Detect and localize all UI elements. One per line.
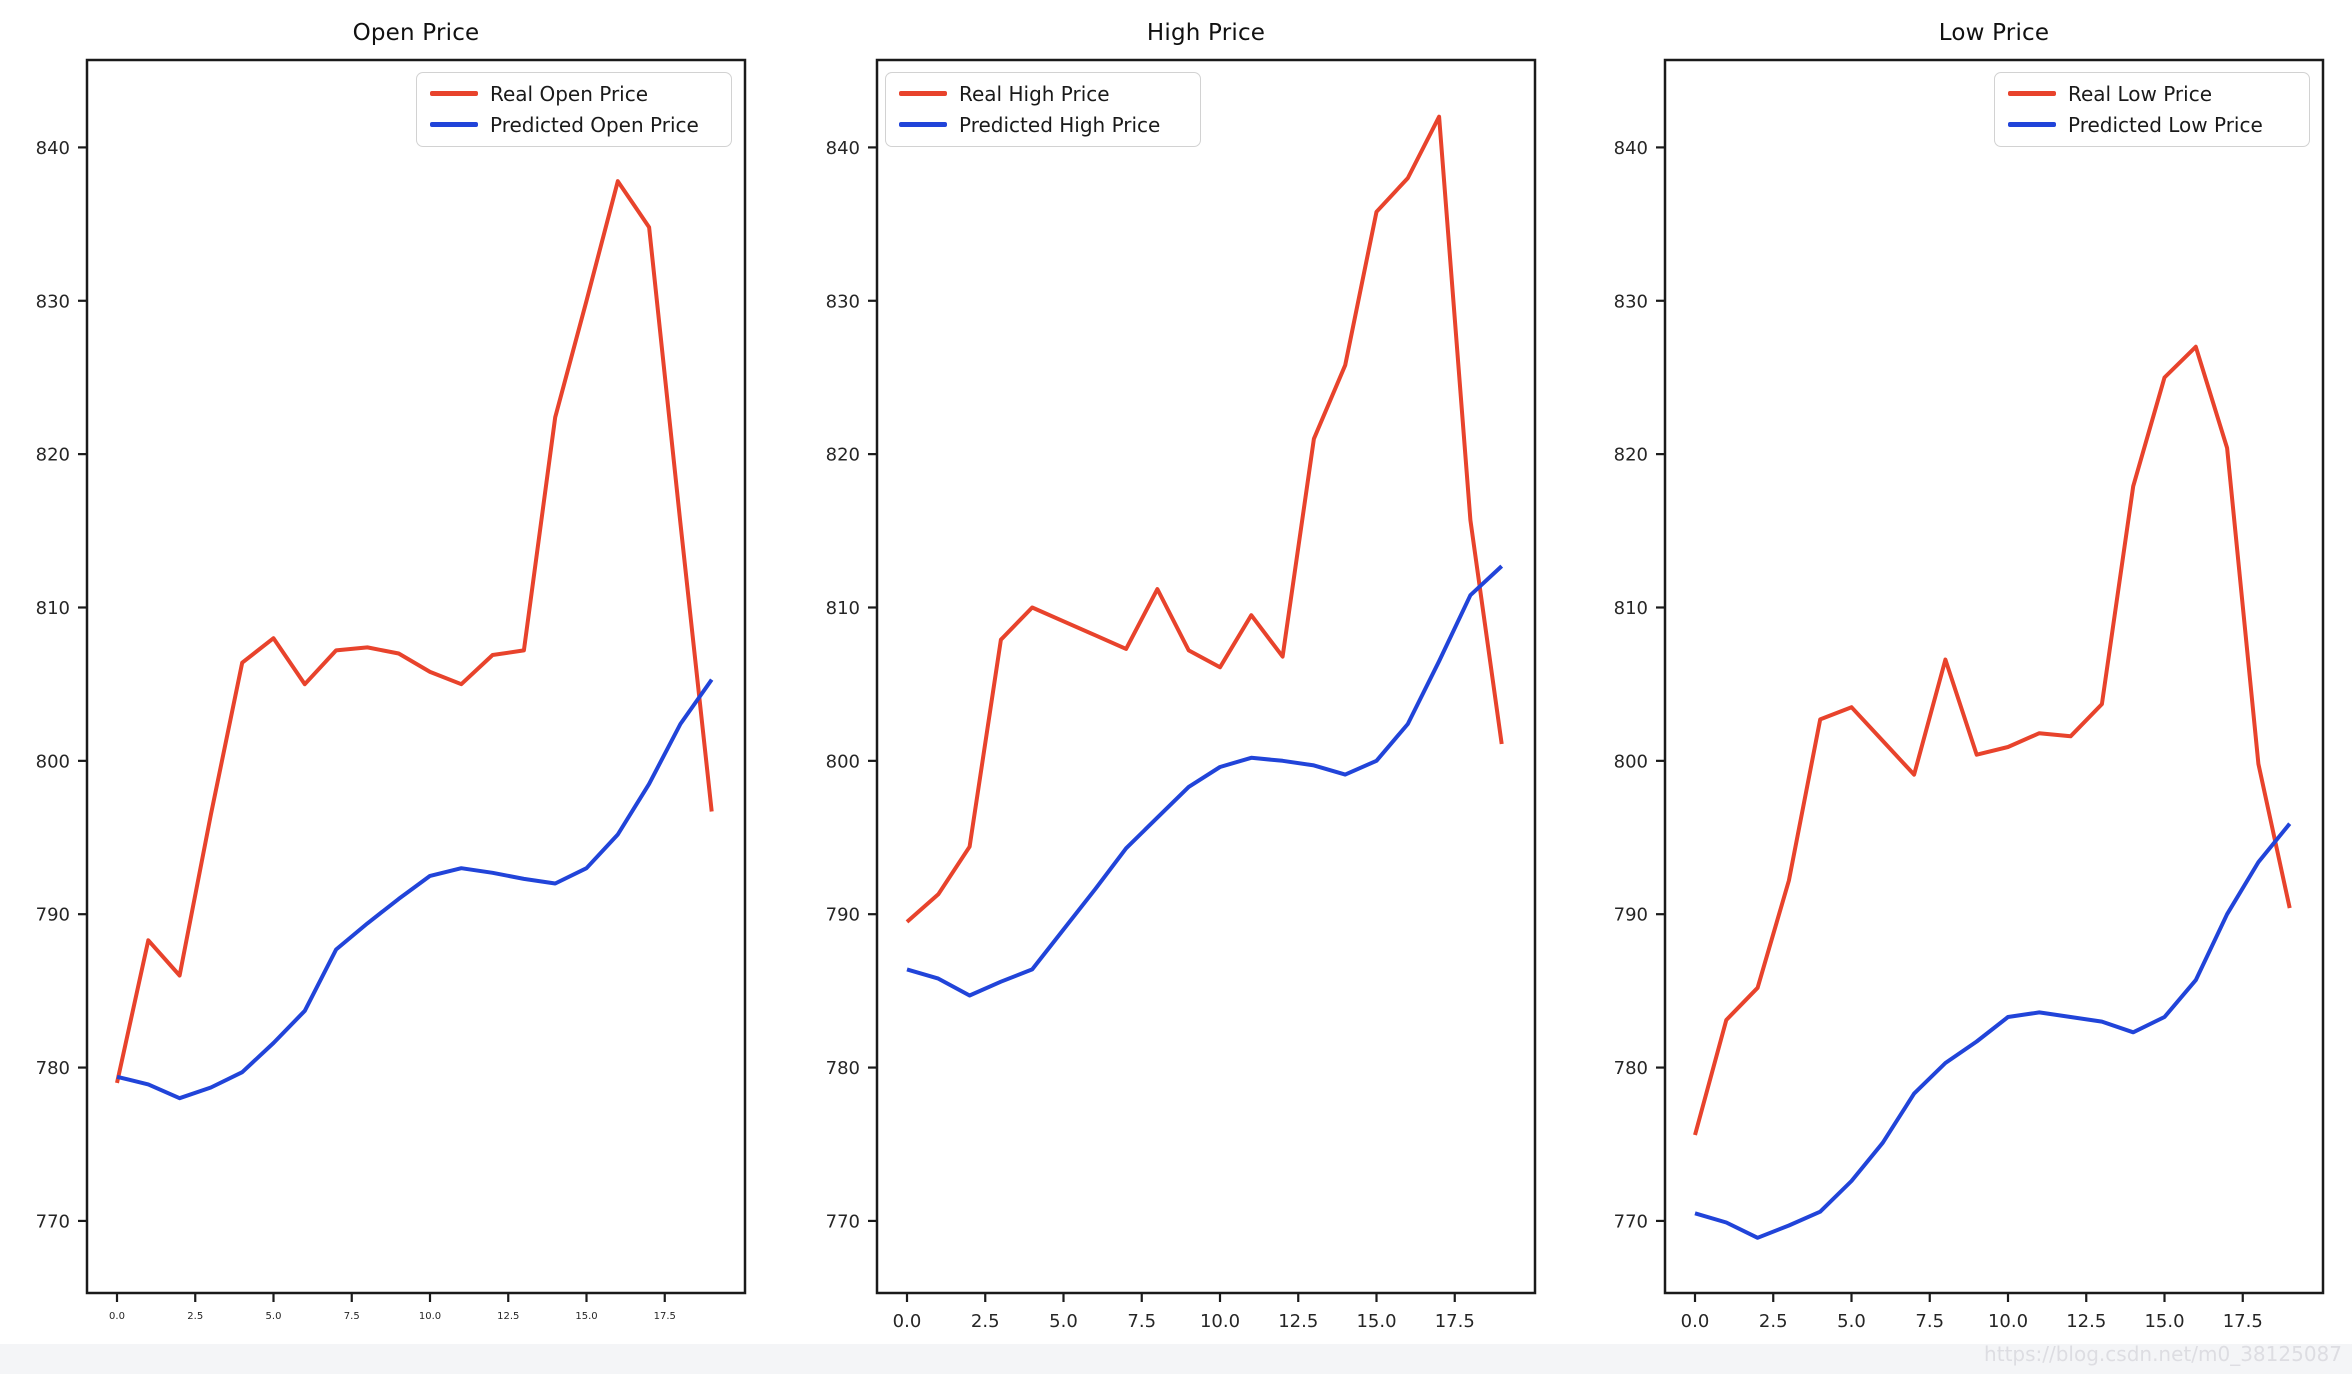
svg-text:800: 800	[826, 751, 860, 772]
svg-text:2.5: 2.5	[187, 1311, 203, 1322]
svg-text:7.5: 7.5	[1127, 1311, 1156, 1332]
svg-text:780: 780	[36, 1058, 70, 1079]
chart-title-high: High Price	[1146, 20, 1266, 46]
svg-text:820: 820	[826, 445, 860, 466]
legend-item-real-low: Real Low Price	[1995, 78, 2309, 109]
svg-text:17.5: 17.5	[654, 1311, 676, 1322]
svg-text:0.0: 0.0	[893, 1311, 922, 1332]
svg-text:10.0: 10.0	[1988, 1311, 2028, 1332]
svg-text:15.0: 15.0	[2144, 1311, 2184, 1332]
bottom-strip	[0, 1344, 2352, 1374]
svg-text:800: 800	[36, 751, 70, 772]
legend-open: Real Open Price Predicted Open Price	[416, 72, 732, 147]
svg-text:17.5: 17.5	[1435, 1311, 1475, 1332]
svg-text:770: 770	[36, 1211, 70, 1232]
svg-text:15.0: 15.0	[575, 1311, 597, 1322]
svg-text:10.0: 10.0	[1200, 1311, 1240, 1332]
svg-text:17.5: 17.5	[2223, 1311, 2263, 1332]
svg-text:820: 820	[36, 445, 70, 466]
svg-text:770: 770	[1614, 1211, 1648, 1232]
legend-item-real-high: Real High Price	[886, 78, 1200, 109]
legend-item-predicted-open: Predicted Open Price	[417, 109, 731, 140]
svg-text:5.0: 5.0	[1049, 1311, 1078, 1332]
legend-label: Predicted High Price	[959, 112, 1161, 137]
svg-text:7.5: 7.5	[1915, 1311, 1944, 1332]
svg-text:12.5: 12.5	[1278, 1311, 1318, 1332]
svg-text:2.5: 2.5	[1759, 1311, 1788, 1332]
legend-item-predicted-high: Predicted High Price	[886, 109, 1200, 140]
svg-text:790: 790	[36, 905, 70, 926]
watermark: https://blog.csdn.net/m0_38125087	[1984, 1342, 2342, 1366]
svg-text:770: 770	[826, 1211, 860, 1232]
legend-label: Real Low Price	[2068, 81, 2213, 106]
legend-label: Predicted Low Price	[2068, 112, 2263, 137]
legend-label: Real High Price	[959, 81, 1110, 106]
legend-item-predicted-low: Predicted Low Price	[1995, 109, 2309, 140]
svg-text:840: 840	[1614, 138, 1648, 159]
legend-line-real-icon	[430, 91, 478, 96]
svg-text:780: 780	[1614, 1058, 1648, 1079]
svg-text:15.0: 15.0	[1356, 1311, 1396, 1332]
legend-high: Real High Price Predicted High Price	[885, 72, 1201, 147]
legend-low: Real Low Price Predicted Low Price	[1994, 72, 2310, 147]
legend-label: Predicted Open Price	[490, 112, 699, 137]
legend-line-predicted-icon	[2008, 122, 2056, 127]
legend-line-predicted-icon	[430, 122, 478, 127]
svg-text:780: 780	[826, 1058, 860, 1079]
svg-text:830: 830	[36, 291, 70, 312]
svg-text:5.0: 5.0	[266, 1311, 282, 1322]
svg-text:0.0: 0.0	[109, 1311, 125, 1322]
svg-text:820: 820	[1614, 445, 1648, 466]
svg-text:790: 790	[1614, 905, 1648, 926]
chart-title-open: Open Price	[352, 20, 480, 46]
legend-item-real-open: Real Open Price	[417, 78, 731, 109]
svg-text:7.5: 7.5	[344, 1311, 360, 1322]
svg-text:12.5: 12.5	[2066, 1311, 2106, 1332]
svg-text:810: 810	[826, 598, 860, 619]
svg-text:0.0: 0.0	[1681, 1311, 1710, 1332]
svg-text:790: 790	[826, 905, 860, 926]
svg-text:800: 800	[1614, 751, 1648, 772]
legend-line-real-icon	[899, 91, 947, 96]
svg-text:830: 830	[1614, 291, 1648, 312]
svg-text:5.0: 5.0	[1837, 1311, 1866, 1332]
svg-text:840: 840	[826, 138, 860, 159]
chart-title-low: Low Price	[1938, 20, 2050, 46]
legend-label: Real Open Price	[490, 81, 649, 106]
legend-line-predicted-icon	[899, 122, 947, 127]
svg-text:840: 840	[36, 138, 70, 159]
svg-text:12.5: 12.5	[497, 1311, 519, 1322]
legend-line-real-icon	[2008, 91, 2056, 96]
svg-text:2.5: 2.5	[971, 1311, 1000, 1332]
svg-text:830: 830	[826, 291, 860, 312]
svg-text:10.0: 10.0	[419, 1311, 441, 1322]
svg-text:810: 810	[1614, 598, 1648, 619]
svg-text:810: 810	[36, 598, 70, 619]
